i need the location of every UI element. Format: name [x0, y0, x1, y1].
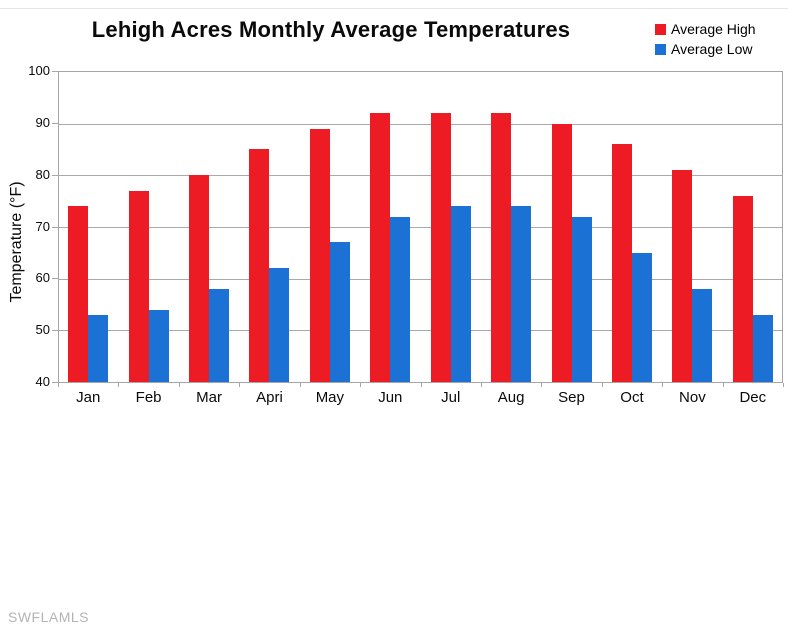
x-axis-tick: [58, 383, 59, 387]
x-tick-label-aug: Aug: [497, 389, 525, 406]
gridline-90: [59, 124, 782, 125]
bar-average-low-nov: [692, 289, 712, 382]
bar-average-high-jul: [431, 113, 451, 382]
y-tick-label-70: 70: [35, 219, 50, 234]
legend-swatch-low-icon: [655, 43, 666, 55]
bar-average-high-jan: [68, 206, 88, 382]
x-axis-tick: [118, 383, 119, 387]
bar-average-low-jun: [390, 217, 410, 382]
bar-average-high-jun: [370, 113, 390, 382]
x-axis-tick: [179, 383, 180, 387]
legend-swatch-high-icon: [655, 23, 666, 35]
x-tick-label-may: May: [315, 389, 345, 406]
top-edge-divider: [0, 8, 788, 9]
bar-average-low-may: [330, 242, 350, 382]
x-tick-label-dec: Dec: [739, 389, 767, 406]
y-tick-50: [52, 330, 58, 331]
plot-area: [58, 71, 783, 383]
bar-average-low-apri: [269, 268, 289, 382]
x-axis-tick: [723, 383, 724, 387]
x-axis-tick: [602, 383, 603, 387]
x-axis-tick: [300, 383, 301, 387]
x-tick-label-nov: Nov: [679, 389, 706, 406]
x-axis-tick: [421, 383, 422, 387]
x-tick-label-sep: Sep: [558, 389, 585, 406]
x-axis-tick: [541, 383, 542, 387]
y-tick-60: [52, 278, 58, 279]
x-tick-label-jul: Jul: [441, 389, 461, 406]
gridline-60: [59, 279, 782, 280]
bar-average-high-feb: [129, 191, 149, 382]
x-tick-label-jan: Jan: [76, 389, 101, 406]
y-tick-label-50: 50: [35, 322, 50, 337]
y-tick-40: [52, 382, 58, 383]
x-tick-label-jun: Jun: [378, 389, 403, 406]
bar-average-low-jul: [451, 206, 471, 382]
chart-title: Lehigh Acres Monthly Average Temperature…: [91, 17, 571, 42]
y-tick-label-60: 60: [35, 270, 50, 285]
legend: Average High Average Low: [655, 19, 756, 59]
bar-average-low-mar: [209, 289, 229, 382]
legend-label-average-low: Average Low: [671, 41, 753, 57]
bar-average-high-sep: [552, 124, 572, 382]
bar-average-high-apri: [249, 149, 269, 382]
y-tick-label-40: 40: [35, 374, 50, 389]
bar-average-high-nov: [672, 170, 692, 382]
legend-item-average-low: Average Low: [655, 39, 756, 59]
bar-average-high-may: [310, 129, 330, 382]
gridline-70: [59, 227, 782, 228]
gridline-50: [59, 330, 782, 331]
gridline-80: [59, 175, 782, 176]
bar-average-high-mar: [189, 175, 209, 382]
y-tick-70: [52, 227, 58, 228]
x-axis-tick: [662, 383, 663, 387]
x-axis-tick: [360, 383, 361, 387]
x-axis-tick: [239, 383, 240, 387]
y-tick-90: [52, 123, 58, 124]
x-axis-tick: [783, 383, 784, 387]
x-tick-label-apri: Apri: [256, 389, 283, 406]
bar-average-high-dec: [733, 196, 753, 382]
bar-average-low-feb: [149, 310, 169, 382]
y-tick-label-90: 90: [35, 115, 50, 130]
y-tick-label-80: 80: [35, 167, 50, 182]
legend-item-average-high: Average High: [655, 19, 756, 39]
x-tick-label-oct: Oct: [620, 389, 644, 406]
bar-average-high-oct: [612, 144, 632, 382]
x-tick-label-mar: Mar: [196, 389, 222, 406]
y-tick-80: [52, 175, 58, 176]
x-axis-tick: [481, 383, 482, 387]
bar-average-low-aug: [511, 206, 531, 382]
bar-average-low-dec: [753, 315, 773, 382]
bar-average-high-aug: [491, 113, 511, 382]
y-tick-100: [52, 71, 58, 72]
x-tick-label-feb: Feb: [135, 389, 162, 406]
bar-average-low-sep: [572, 217, 592, 382]
y-tick-label-100: 100: [28, 63, 50, 78]
bar-average-low-jan: [88, 315, 108, 382]
watermark: SWFLAMLS: [8, 609, 90, 625]
legend-label-average-high: Average High: [671, 21, 756, 37]
bar-average-low-oct: [632, 253, 652, 382]
